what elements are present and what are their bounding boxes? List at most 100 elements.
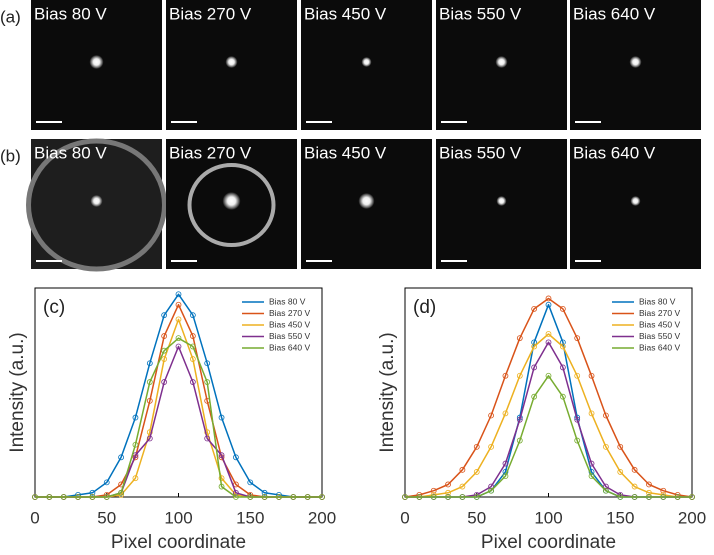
data-point	[545, 331, 552, 337]
data-point	[473, 443, 480, 450]
spot	[361, 57, 372, 67]
data-point	[175, 343, 182, 350]
data-point	[488, 483, 495, 490]
legend-label: Bias 270 V	[269, 308, 310, 318]
data-point	[146, 397, 153, 404]
data-point	[175, 301, 182, 308]
image-label: Bias 450 V	[304, 143, 387, 162]
data-point	[161, 347, 168, 354]
data-point	[574, 335, 581, 342]
series-line	[405, 375, 692, 498]
spot	[629, 56, 642, 68]
data-point	[502, 410, 509, 417]
series-line	[35, 337, 322, 498]
data-point	[674, 494, 681, 500]
data-point	[459, 483, 466, 490]
data-point	[232, 489, 239, 496]
legend-label: Bias 450 V	[639, 319, 680, 329]
data-point	[146, 435, 153, 442]
data-point	[559, 393, 566, 400]
data-point	[304, 494, 311, 500]
image-label: Bias 640 V	[573, 143, 656, 162]
x-axis-label: Pixel coordinate	[481, 532, 616, 550]
data-point	[161, 379, 168, 385]
data-point	[445, 489, 451, 496]
data-point	[189, 379, 196, 385]
data-point	[89, 494, 96, 500]
series-line	[35, 293, 322, 498]
data-point	[161, 356, 168, 362]
data-point	[603, 412, 609, 419]
data-point	[617, 443, 624, 450]
spot	[358, 193, 375, 209]
y-axis-label: Intensity (a.u.)	[377, 332, 398, 452]
data-point	[459, 466, 466, 473]
data-point	[118, 489, 124, 496]
data-point	[588, 473, 595, 480]
data-point	[218, 452, 225, 459]
spot	[496, 196, 507, 206]
row-label: (a)	[0, 7, 21, 26]
data-point	[189, 333, 196, 339]
data-point	[516, 437, 523, 444]
spot	[225, 56, 238, 68]
x-tick-label: 100	[534, 508, 562, 527]
legend-label: Bias 450 V	[269, 319, 310, 329]
image-label: Bias 80 V	[34, 143, 107, 162]
data-point	[588, 372, 595, 379]
data-point	[559, 305, 566, 312]
x-axis-label: Pixel coordinate	[111, 532, 246, 550]
data-point	[132, 414, 139, 421]
spot	[222, 192, 241, 210]
spot	[630, 196, 641, 206]
data-point	[531, 339, 538, 346]
data-point	[146, 379, 153, 385]
data-point	[473, 469, 480, 475]
legend-label: Bias 640 V	[269, 342, 310, 352]
data-point	[204, 360, 211, 367]
x-tick-label: 0	[400, 508, 409, 527]
data-point	[631, 466, 638, 473]
data-point	[445, 481, 451, 488]
data-point	[118, 454, 124, 461]
data-point	[559, 339, 566, 346]
data-point	[516, 416, 523, 423]
data-point	[559, 343, 566, 350]
x-tick-label: 150	[236, 508, 264, 527]
data-point	[516, 372, 523, 379]
data-point	[531, 305, 538, 312]
data-point	[631, 494, 638, 500]
legend-label: Bias 550 V	[639, 331, 680, 341]
data-point	[75, 494, 81, 500]
spot	[495, 56, 508, 68]
data-point	[473, 494, 480, 500]
image-label: Bias 270 V	[169, 4, 252, 23]
data-point	[103, 494, 110, 500]
data-point	[290, 494, 297, 500]
data-point	[574, 416, 581, 423]
row-label: (b)	[0, 146, 21, 165]
data-point	[319, 494, 325, 500]
ring	[26, 138, 167, 272]
data-point	[175, 335, 182, 342]
data-point	[588, 460, 595, 467]
data-point	[146, 429, 153, 436]
data-point	[161, 333, 168, 339]
data-point	[402, 494, 408, 500]
data-point	[559, 364, 566, 371]
data-point	[502, 473, 509, 480]
data-point	[232, 494, 239, 500]
data-point	[430, 487, 437, 494]
image-label: Bias 270 V	[169, 143, 252, 162]
series-line	[404, 297, 693, 498]
data-point	[689, 494, 695, 500]
data-point	[189, 343, 196, 350]
data-point	[574, 372, 581, 379]
data-point	[146, 360, 153, 367]
data-point	[502, 372, 509, 379]
data-point	[646, 481, 652, 488]
data-point	[502, 460, 509, 467]
legend-label: Bias 270 V	[639, 308, 680, 318]
image-label: Bias 550 V	[439, 143, 522, 162]
data-point	[261, 489, 268, 496]
